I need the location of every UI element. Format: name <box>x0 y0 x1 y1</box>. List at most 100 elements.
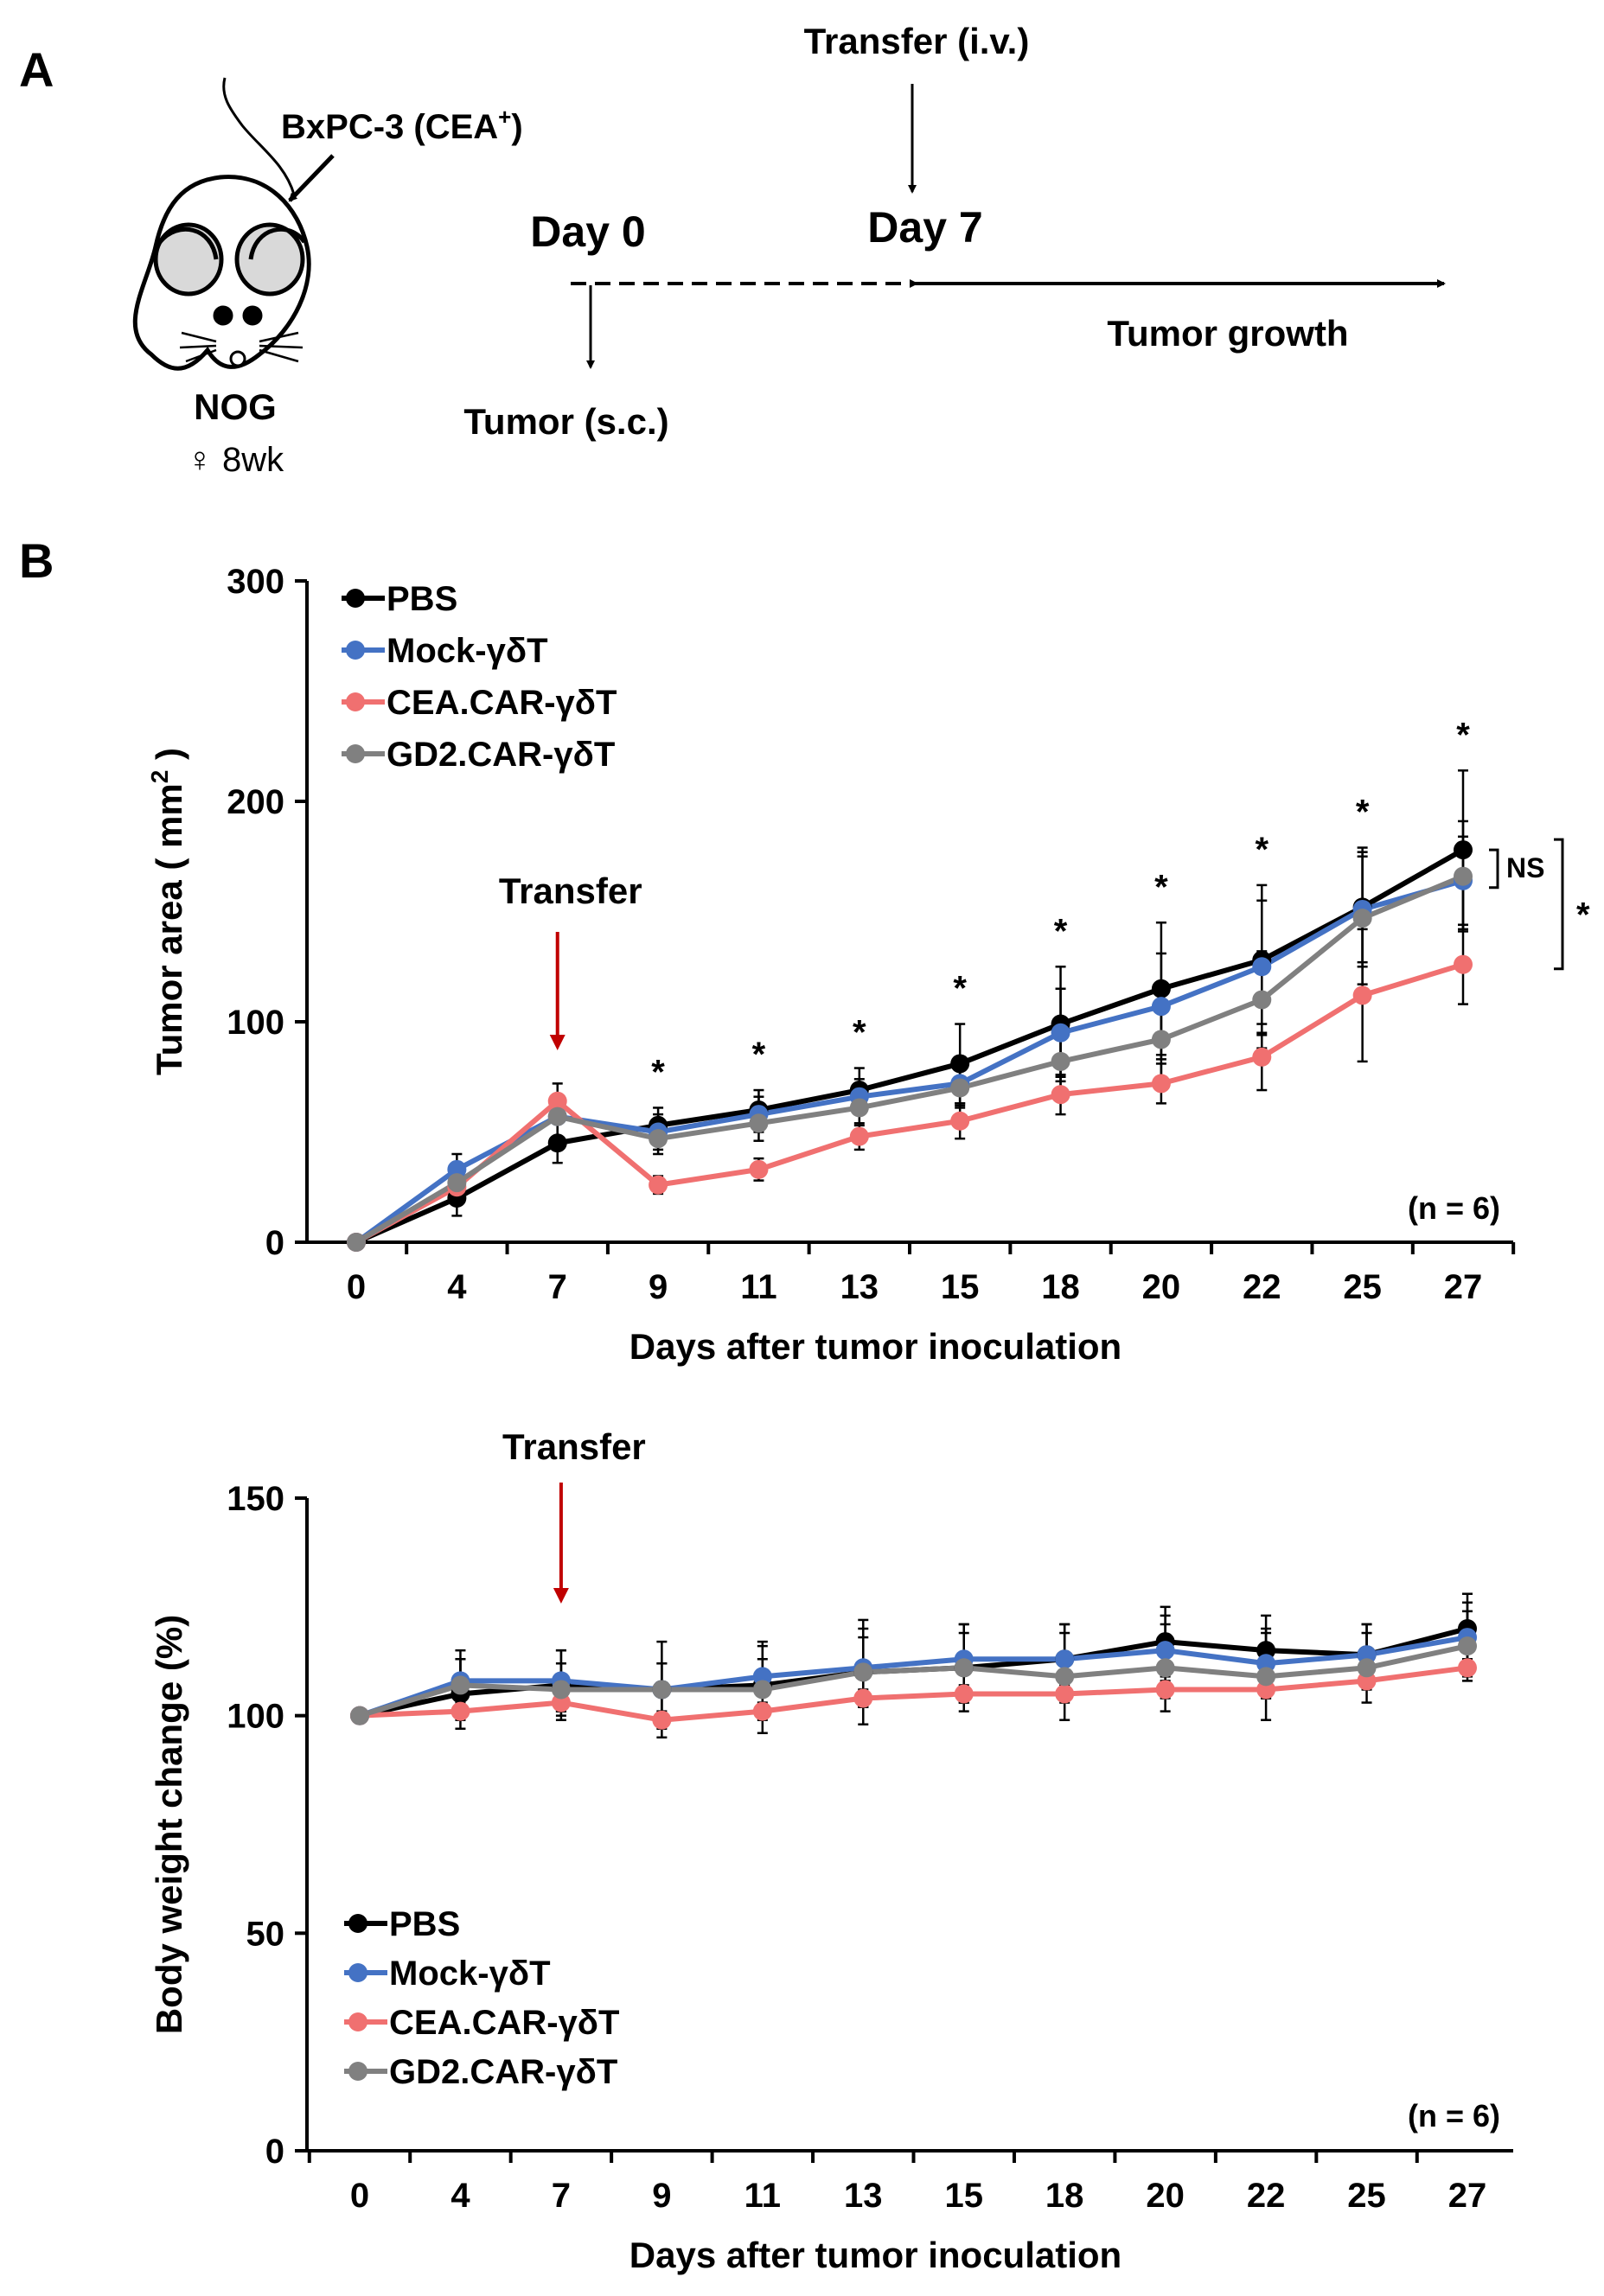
legend-label-Mock-γδT: Mock-γδT <box>389 1955 551 1993</box>
significance-star: * <box>1356 794 1370 832</box>
significance-star: * <box>853 1014 866 1052</box>
data-point-GD2.CAR-γδT <box>849 1098 869 1118</box>
data-point-CEA.CAR-γδT <box>749 1159 769 1179</box>
x-axis-label: Days after tumor inoculation <box>629 2235 1122 2275</box>
bracket-ns <box>1489 848 1499 890</box>
data-point-CEA.CAR-γδT <box>1458 1658 1477 1678</box>
significance-star: * <box>1255 831 1269 869</box>
x-tick-label: 7 <box>548 1268 567 1306</box>
data-point-PBS <box>547 1133 567 1153</box>
data-point-CEA.CAR-γδT <box>954 1684 974 1704</box>
data-point-Mock-γδT <box>1151 997 1171 1017</box>
data-point-GD2.CAR-γδT <box>451 1675 470 1695</box>
x-tick-label: 13 <box>844 2177 883 2215</box>
day0-label: Day 0 <box>530 207 645 256</box>
injection-arrow <box>288 154 335 202</box>
transfer-iv-label: Transfer (i.v.) <box>804 21 1030 61</box>
x-tick-label: 20 <box>1142 1268 1181 1306</box>
x-axis-label: Days after tumor inoculation <box>629 1326 1122 1367</box>
data-point-CEA.CAR-γδT <box>1357 1671 1377 1691</box>
day7-label: Day 7 <box>867 203 982 252</box>
legend-marker-GD2.CAR-γδT <box>348 2062 367 2081</box>
data-point-GD2.CAR-γδT <box>547 1107 567 1126</box>
y-tick-label: 150 <box>227 1480 284 1518</box>
legend-marker-PBS <box>346 589 365 608</box>
significance-star: * <box>953 970 967 1008</box>
significance-star: * <box>752 1036 766 1074</box>
x-tick-label: 0 <box>350 2177 369 2215</box>
bracket-star <box>1554 838 1564 971</box>
x-tick-label: 18 <box>1045 2177 1084 2215</box>
data-point-Mock-γδT <box>1252 957 1272 977</box>
data-point-CEA.CAR-γδT <box>652 1710 672 1730</box>
x-tick-label: 9 <box>649 1268 668 1306</box>
data-point-GD2.CAR-γδT <box>1151 1030 1171 1049</box>
x-tick-label: 13 <box>840 1268 879 1306</box>
y-tick-label: 0 <box>265 2133 284 2171</box>
y-axis-label: Tumor area ( mm2 ) <box>146 748 189 1075</box>
y-tick-label: 200 <box>227 783 284 821</box>
data-point-GD2.CAR-γδT <box>1357 1658 1377 1678</box>
x-tick-label: 20 <box>1146 2177 1185 2215</box>
legend-label-PBS: PBS <box>387 580 457 618</box>
significance-star: * <box>1456 716 1470 754</box>
data-point-CEA.CAR-γδT <box>451 1701 470 1721</box>
data-point-Mock-γδT <box>447 1159 467 1179</box>
panel-a: A BxPC-3 (CEA+) NOG ♀ 8wk Tra <box>19 21 1446 479</box>
data-point-CEA.CAR-γδT <box>849 1126 869 1146</box>
mouse-icon <box>132 77 311 371</box>
data-point-CEA.CAR-γδT <box>649 1175 668 1195</box>
x-tick-label: 27 <box>1448 2177 1487 2215</box>
data-point-CEA.CAR-γδT <box>551 1693 571 1712</box>
data-point-GD2.CAR-γδT <box>749 1113 769 1133</box>
data-point-GD2.CAR-γδT <box>1252 990 1272 1010</box>
data-point-Mock-γδT <box>1357 1645 1377 1665</box>
data-point-CEA.CAR-γδT <box>1256 1680 1276 1700</box>
data-point-Mock-γδT <box>1256 1654 1276 1674</box>
series-line-CEA.CAR-γδT <box>355 961 1464 1245</box>
data-point-GD2.CAR-γδT <box>347 1233 366 1252</box>
legend-label-CEA.CAR-γδT: CEA.CAR-γδT <box>387 684 617 722</box>
data-point-GD2.CAR-γδT <box>752 1680 772 1700</box>
panel-a-label: A <box>19 42 54 97</box>
data-point-GD2.CAR-γδT <box>649 1129 668 1149</box>
data-point-GD2.CAR-γδT <box>1454 866 1473 886</box>
series-line-GD2.CAR-γδT <box>355 873 1465 1245</box>
legend-label-GD2.CAR-γδT: GD2.CAR-γδT <box>387 736 615 774</box>
legend-label-GD2.CAR-γδT: GD2.CAR-γδT <box>389 2053 617 2091</box>
data-point-CEA.CAR-γδT <box>853 1688 873 1708</box>
body-weight-chart: 0 50 100 150 0 4 7 9 11 13 15 18 20 22 25 27 Days after … <box>149 1426 1513 2275</box>
data-point-GD2.CAR-γδT <box>1055 1667 1075 1687</box>
legend-marker-CEA.CAR-γδT <box>348 2012 367 2031</box>
legend-marker-Mock-γδT <box>346 641 365 660</box>
y-tick-label: 100 <box>227 1004 284 1042</box>
sex-age-label: ♀ 8wk <box>187 441 284 479</box>
legend-label-CEA.CAR-γδT: CEA.CAR-γδT <box>389 2004 619 2042</box>
data-point-GD2.CAR-γδT <box>350 1706 369 1725</box>
x-tick-label: 25 <box>1347 2177 1386 2215</box>
tumor-growth-label: Tumor growth <box>1107 313 1348 354</box>
legend-marker-PBS <box>348 1914 367 1933</box>
x-tick-label: 18 <box>1041 1268 1080 1306</box>
legend-marker-CEA.CAR-γδT <box>346 692 365 711</box>
data-point-PBS <box>1454 840 1473 860</box>
x-tick-label: 15 <box>944 2177 983 2215</box>
cell-line-label: BxPC-3 (CEA+) <box>281 104 523 146</box>
y-tick-label: 100 <box>227 1698 284 1736</box>
x-tick-label: 25 <box>1343 1268 1382 1306</box>
n-label: (n = 6) <box>1408 1190 1500 1226</box>
y-tick-label: 300 <box>227 563 284 601</box>
transfer-label: Transfer <box>499 871 642 911</box>
data-point-Mock-γδT <box>1055 1649 1075 1669</box>
legend-marker-GD2.CAR-γδT <box>346 744 365 763</box>
panel-b-label: B <box>19 533 54 588</box>
tumor-sc-label: Tumor (s.c.) <box>463 401 668 442</box>
transfer-arrow-head <box>549 1035 566 1050</box>
data-point-CEA.CAR-γδT <box>547 1091 567 1111</box>
data-point-GD2.CAR-γδT <box>853 1662 873 1682</box>
legend-marker-Mock-γδT <box>348 1963 367 1982</box>
significance-star: * <box>651 1053 665 1091</box>
data-point-CEA.CAR-γδT <box>1454 954 1473 974</box>
data-point-GD2.CAR-γδT <box>1458 1636 1477 1656</box>
x-tick-label: 0 <box>347 1268 366 1306</box>
